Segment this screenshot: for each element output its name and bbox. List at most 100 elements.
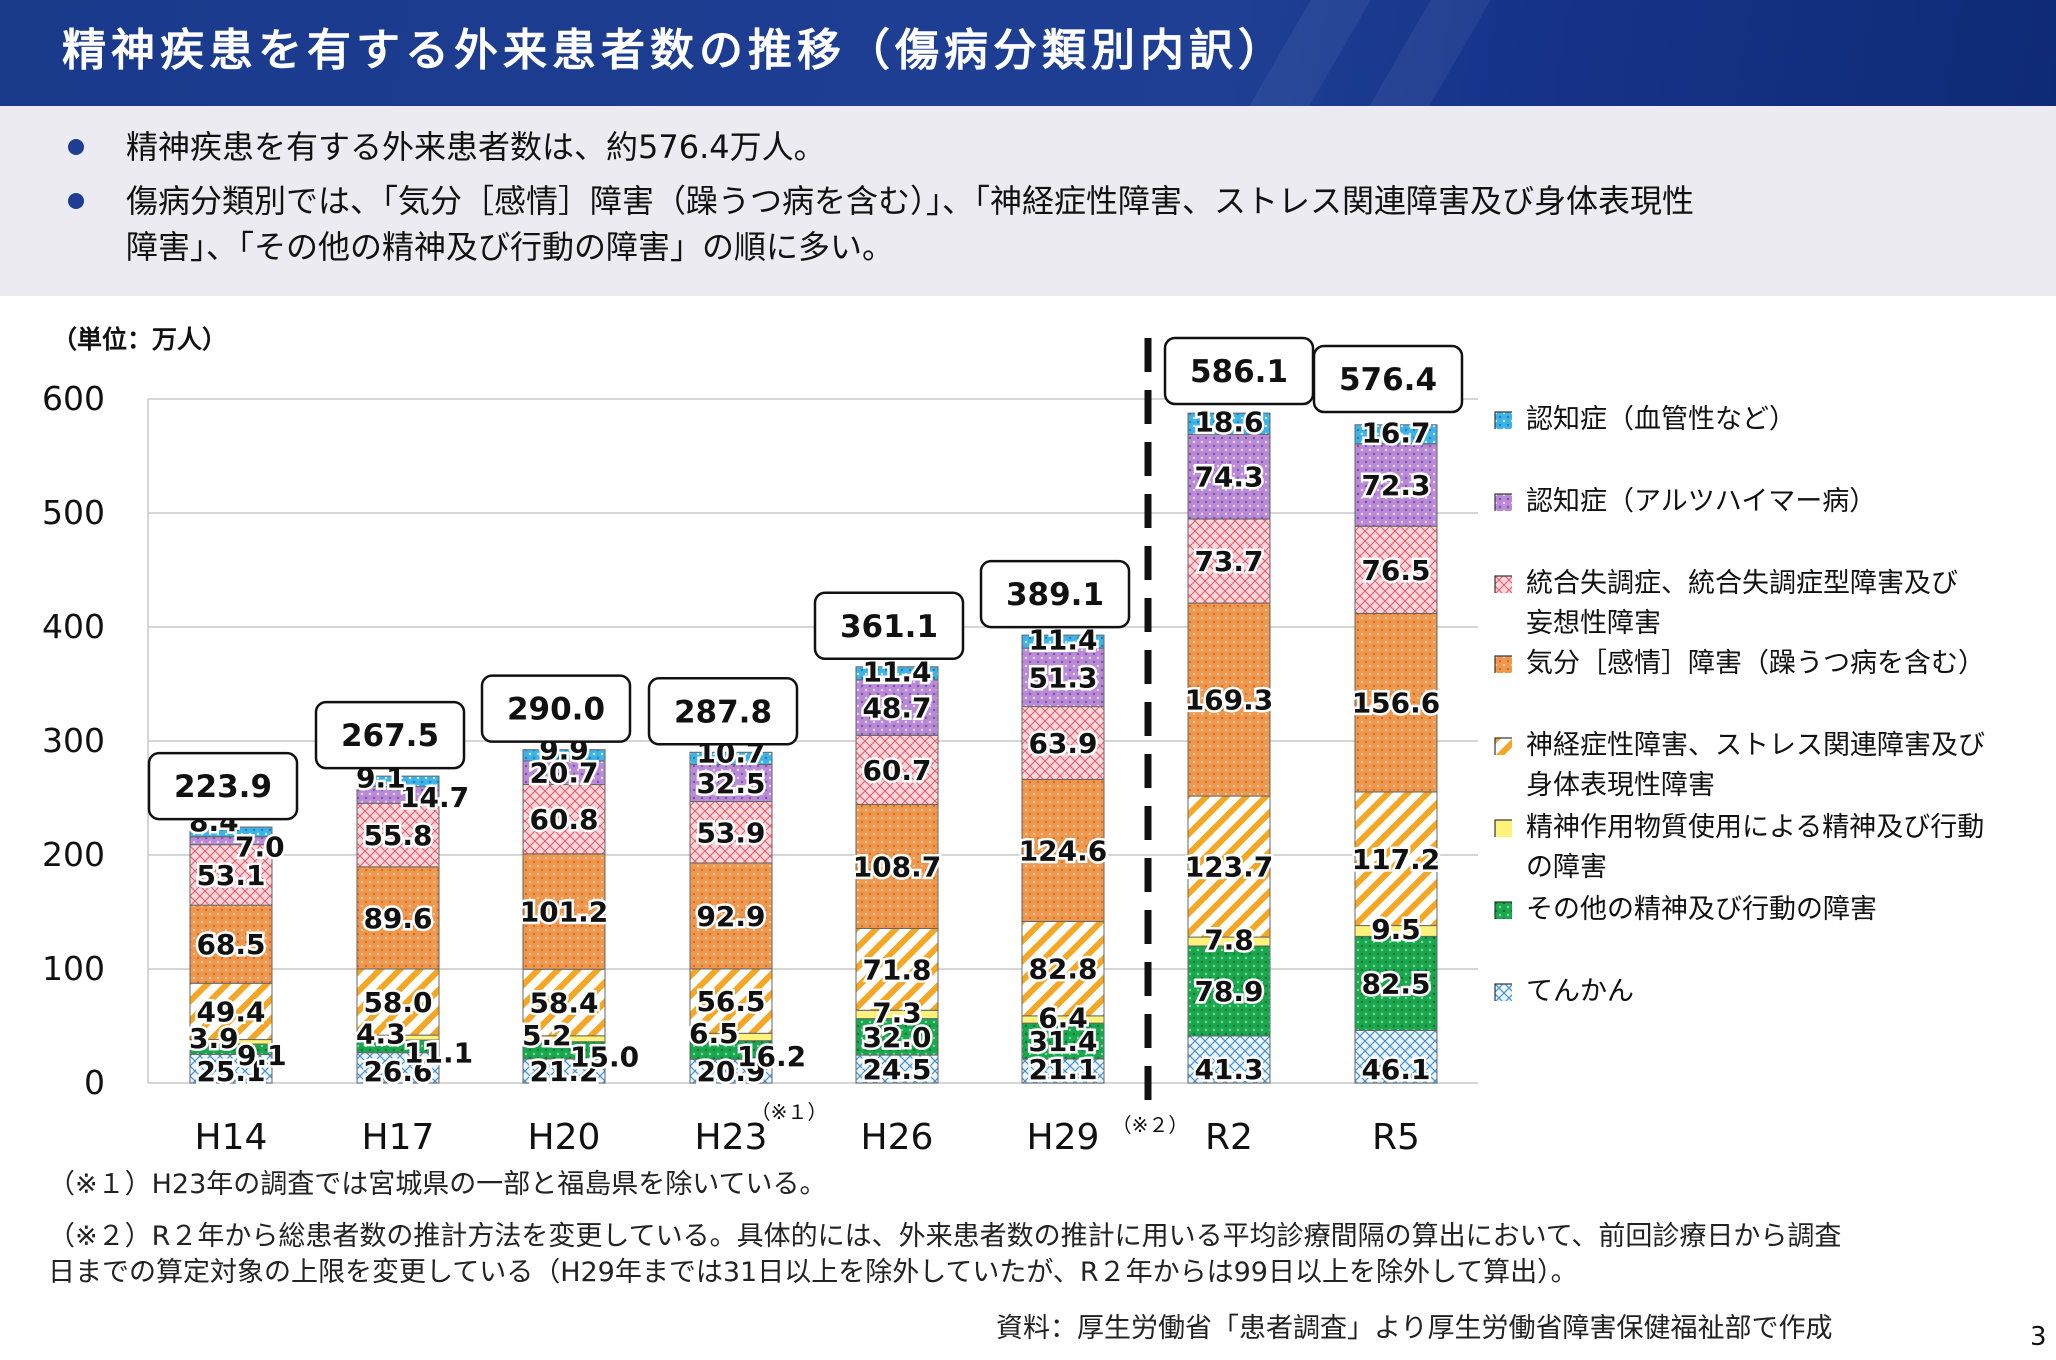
legend-label-line: 認知症（血管性など）: [1526, 404, 1796, 435]
bar-segment: [522, 749, 606, 762]
y-tick-label: 0: [84, 1063, 105, 1102]
data-label: 14.7: [400, 781, 469, 814]
data-label: 58.0: [363, 986, 432, 1019]
total-box: [1312, 344, 1464, 414]
data-label: 7.3: [872, 996, 922, 1029]
source-note: 資料：厚生労働省「患者調査」より厚生労働省障害保健福祉部で作成: [996, 1313, 1833, 1344]
legend-label: 認知症（血管性など）: [1526, 400, 1796, 440]
data-label: 16.7: [1361, 416, 1430, 449]
bar-segment: [1354, 525, 1438, 614]
bar-segment: [522, 853, 606, 970]
total-box: [647, 677, 799, 746]
data-label: 7.0: [235, 831, 285, 864]
total-box: [147, 751, 299, 821]
y-tick-label: 400: [42, 607, 105, 646]
data-label: 6.4: [1038, 1002, 1088, 1035]
bar-segment: [689, 862, 773, 970]
data-label: 20.9: [696, 1055, 765, 1088]
legend-label: てんかん: [1526, 972, 1634, 1012]
legend-label: 統合失調症、統合失調症型障害及び 妄想性障害: [1526, 564, 1958, 644]
legend-label-line: 認知症（アルツハイマー病）: [1526, 486, 1877, 517]
total-label: 389.1: [1006, 577, 1104, 613]
x-tick-label: R2: [1205, 1117, 1253, 1158]
legend-swatch: [1494, 901, 1512, 919]
data-label: 169.3: [1185, 684, 1274, 717]
data-label: 20.7: [529, 757, 598, 790]
legend-label-line: 身体表現性障害: [1526, 770, 1715, 801]
bar-segment: [1021, 634, 1105, 649]
data-label: 24.5: [862, 1053, 931, 1086]
data-label: 60.7: [862, 754, 931, 787]
data-label: 156.6: [1352, 687, 1441, 720]
bar-segment: [1187, 412, 1271, 435]
bar-segment: [356, 802, 440, 868]
bar-segment: [1187, 945, 1271, 1037]
y-tick-label: 600: [42, 379, 105, 418]
total-label: 267.5: [341, 718, 439, 754]
data-label: 5.2: [522, 1019, 572, 1052]
legend-label: 精神作用物質使用による精神及び行動 の障害: [1526, 808, 1984, 888]
data-label: 53.1: [196, 859, 265, 892]
data-label: 32.5: [696, 767, 765, 800]
data-label: 15.0: [570, 1040, 639, 1073]
legend-label-line: 神経症性障害、ストレス関連障害及び: [1526, 730, 1985, 761]
bar-segment: [1354, 1029, 1438, 1084]
data-label: 101.2: [520, 896, 609, 929]
data-label: 9.1: [237, 1039, 287, 1072]
total-box: [480, 674, 632, 743]
legend-label: 神経症性障害、ストレス関連障害及び 身体表現性障害: [1526, 726, 1985, 806]
y-tick-label: 200: [42, 835, 105, 874]
data-label: 60.8: [529, 803, 598, 836]
y-tick-label: 300: [42, 721, 105, 760]
data-label: 49.4: [196, 995, 265, 1028]
page-number: 3: [2030, 1322, 2047, 1352]
bullet-line: 傷病分類別では、「気分［感情］障害（躁うつ病を含む）」、「神経症性障害、ストレス…: [126, 182, 1695, 220]
category-note: （※１）: [751, 1100, 828, 1124]
data-label: 9.5: [1371, 913, 1421, 946]
legend-label-line: てんかん: [1526, 976, 1634, 1007]
data-label: 3.9: [189, 1022, 239, 1055]
data-label: 31.4: [1028, 1025, 1097, 1058]
data-label: 58.4: [529, 987, 598, 1020]
bar-segment: [1187, 433, 1271, 520]
bar-segment: [356, 968, 440, 1036]
bar-segment: [855, 803, 939, 929]
bullet-line: 精神疾患を有する外来患者数は、約576.4万人。: [126, 128, 826, 166]
data-label: 6.5: [689, 1017, 739, 1050]
data-label: 32.0: [862, 1021, 931, 1054]
divider-note: （※２）: [1112, 1113, 1189, 1137]
data-label: 4.3: [356, 1018, 406, 1051]
legend-swatch: [1494, 493, 1512, 511]
legend-label: その他の精神及び行動の障害: [1526, 890, 1877, 930]
x-tick-label: H17: [362, 1117, 435, 1158]
data-label: 26.6: [363, 1055, 432, 1088]
total-label: 223.9: [174, 769, 272, 805]
data-label: 82.8: [1028, 953, 1097, 986]
footnote-2-cont: 日までの算定対象の上限を変更している（H29年までは31日以上を除外していたが、…: [48, 1257, 1578, 1288]
bar-segment: [189, 844, 273, 906]
bar-segment: [689, 968, 773, 1034]
data-label: 46.1: [1361, 1053, 1430, 1086]
total-box: [314, 700, 466, 770]
bar-segment: [1021, 1058, 1105, 1084]
bar-segment: [522, 1058, 606, 1084]
legend-label-line: の障害: [1526, 852, 1607, 883]
data-label: 117.2: [1352, 843, 1441, 876]
x-tick-label: H26: [861, 1117, 934, 1158]
data-label: 11.1: [404, 1036, 473, 1069]
title-bar: 精神疾患を有する外来患者数の推移（傷病分類別内訳）: [0, 0, 2056, 106]
bar-segment: [855, 734, 939, 805]
bar-segment: [1187, 602, 1271, 797]
legend-swatch: [1494, 737, 1512, 755]
data-label: 76.5: [1361, 554, 1430, 587]
footnote-2: （※２）R２年から総患者数の推計方法を変更している。具体的には、外来患者数の推計…: [48, 1221, 1842, 1252]
data-label: 7.8: [1204, 924, 1254, 957]
summary-panel: 精神疾患を有する外来患者数は、約576.4万人。 傷病分類別では、「気分［感情］…: [0, 106, 2056, 296]
legend-swatch: [1494, 411, 1512, 429]
bar-segment: [855, 927, 939, 1011]
data-label: 16.2: [737, 1040, 806, 1073]
total-box: [813, 591, 965, 661]
x-tick-label: R5: [1372, 1117, 1420, 1158]
bar-segment: [1354, 443, 1438, 527]
y-tick-label: 100: [42, 949, 105, 988]
